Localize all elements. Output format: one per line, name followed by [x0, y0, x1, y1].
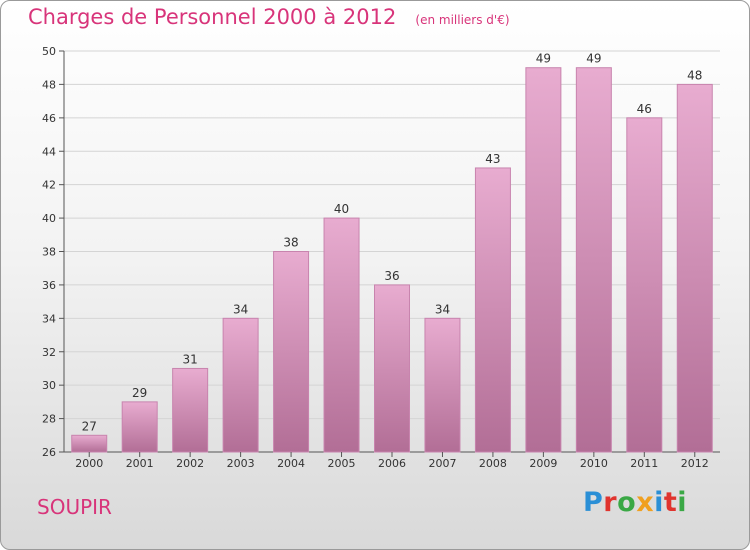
data-label-2002: 31	[183, 352, 198, 366]
data-label-2011: 46	[637, 102, 652, 116]
proxiti-logo[interactable]: Proxiti	[583, 487, 687, 518]
title-row: Charges de Personnel 2000 à 2012 (en mil…	[28, 5, 510, 29]
logo-letter: i	[677, 487, 688, 518]
x-tick-label-2011: 2011	[630, 457, 658, 470]
data-label-2005: 40	[334, 202, 349, 216]
bar-2009	[525, 67, 562, 453]
chart-title: Charges de Personnel 2000 à 2012	[28, 5, 397, 29]
bar-2008	[474, 167, 511, 453]
y-tick-label: 38	[42, 246, 56, 259]
bar-2004	[273, 251, 310, 453]
bar-2006	[374, 284, 410, 453]
chart-subtitle: (en milliers d'€)	[415, 13, 510, 27]
y-tick-label: 42	[42, 179, 56, 192]
y-tick-label: 34	[42, 312, 56, 325]
data-label-2007: 34	[435, 302, 450, 316]
data-label-2008: 43	[485, 152, 500, 166]
y-tick-label: 46	[42, 112, 56, 125]
logo-letter: t	[663, 487, 678, 518]
logo-letter: P	[583, 487, 604, 518]
commune-name: SOUPIR	[37, 495, 112, 519]
bar-2002	[172, 367, 209, 453]
logo-letter: r	[603, 487, 618, 518]
bar-2011	[626, 117, 663, 453]
data-label-2009: 49	[536, 52, 551, 66]
data-label-2004: 38	[283, 236, 298, 250]
logo-letter: o	[617, 487, 637, 518]
data-label-2003: 34	[233, 302, 248, 316]
y-tick-label: 32	[42, 346, 56, 359]
x-tick-label-2001: 2001	[126, 457, 154, 470]
x-tick-label-2003: 2003	[227, 457, 255, 470]
y-tick-label: 30	[42, 379, 56, 392]
data-label-2000: 27	[82, 419, 97, 433]
x-tick-label-2006: 2006	[378, 457, 406, 470]
bar-2012	[676, 83, 713, 453]
data-label-2012: 48	[687, 68, 702, 82]
bar-2003	[222, 317, 259, 453]
x-tick-label-2012: 2012	[681, 457, 709, 470]
data-label-2001: 29	[132, 386, 147, 400]
bar-2007	[424, 317, 461, 453]
bar-2000	[71, 434, 108, 453]
y-tick-label: 26	[42, 446, 56, 459]
x-tick-label-2000: 2000	[75, 457, 103, 470]
x-tick-label-2010: 2010	[580, 457, 608, 470]
y-tick-label: 28	[42, 413, 56, 426]
bar-2001	[121, 401, 158, 453]
logo-letter: x	[636, 487, 655, 518]
x-tick-label-2009: 2009	[529, 457, 557, 470]
y-tick-label: 44	[42, 145, 56, 158]
y-tick-label: 36	[42, 279, 56, 292]
y-tick-label: 48	[42, 78, 56, 91]
logo-letter: i	[654, 487, 664, 518]
data-label-2010: 49	[586, 52, 601, 66]
bar-2010	[575, 67, 612, 453]
y-tick-label: 50	[42, 45, 56, 58]
data-label-2006: 36	[384, 269, 399, 283]
bar-2005	[323, 217, 360, 453]
x-tick-label-2007: 2007	[428, 457, 456, 470]
x-tick-label-2005: 2005	[328, 457, 356, 470]
x-tick-label-2008: 2008	[479, 457, 507, 470]
y-tick-label: 40	[42, 212, 56, 225]
x-tick-label-2004: 2004	[277, 457, 305, 470]
x-tick-label-2002: 2002	[176, 457, 204, 470]
